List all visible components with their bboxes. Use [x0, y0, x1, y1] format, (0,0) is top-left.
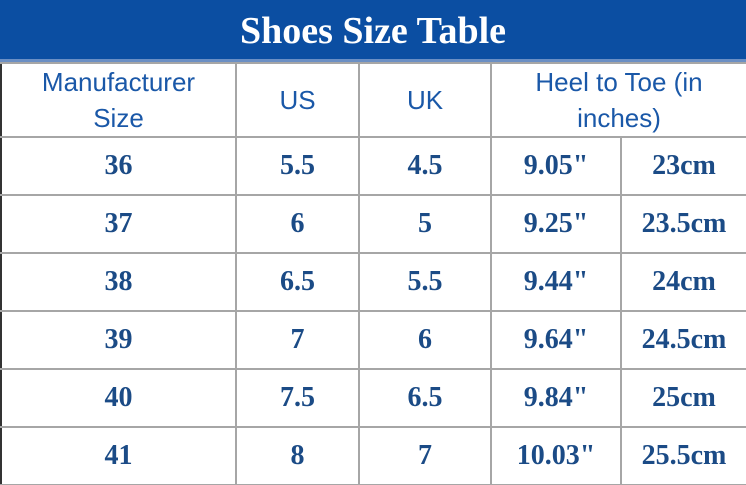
- size-table: Manufacturer Size US UK Heel to Toe (in inc…: [0, 62, 746, 485]
- table-row: 39 7 6 9.64" 24.5cm: [0, 310, 746, 370]
- table-cell: 40: [0, 368, 237, 428]
- table-title: Shoes Size Table: [0, 0, 746, 62]
- table-cell: 5.5: [358, 252, 492, 312]
- header-text: US: [279, 85, 316, 115]
- table-cell: 7.5: [235, 368, 360, 428]
- table-cell: 9.25": [490, 194, 622, 254]
- table-cell: 8: [235, 426, 360, 485]
- header-cell: UK: [358, 62, 492, 138]
- table-cell: 6: [235, 194, 360, 254]
- table-row: 41 8 7 10.03" 25.5cm: [0, 426, 746, 485]
- table-cell: 38: [0, 252, 237, 312]
- header-text: UK: [406, 85, 444, 115]
- table-cell: 36: [0, 136, 237, 196]
- table-cell: 7: [235, 310, 360, 370]
- header-text: Heel to Toe (in inches): [535, 67, 703, 133]
- header-cell: US: [235, 62, 360, 138]
- table-cell: 9.64": [490, 310, 622, 370]
- table-cell: 9.84": [490, 368, 622, 428]
- table-cell: 24.5cm: [620, 310, 746, 370]
- table-cell: 6.5: [235, 252, 360, 312]
- table-cell: 25.5cm: [620, 426, 746, 485]
- table-cell: 9.05": [490, 136, 622, 196]
- header-row: Manufacturer Size US UK Heel to Toe (in inc…: [0, 62, 746, 138]
- table-cell: 5: [358, 194, 492, 254]
- table-cell: 9.44": [490, 252, 622, 312]
- table-row: 38 6.5 5.5 9.44" 24cm: [0, 252, 746, 312]
- header-cell: Heel to Toe (in inches): [490, 62, 746, 138]
- table-cell: 39: [0, 310, 237, 370]
- table-cell: 6: [358, 310, 492, 370]
- table-cell: 5.5: [235, 136, 360, 196]
- table-cell: 7: [358, 426, 492, 485]
- table-row: 36 5.5 4.5 9.05" 23cm: [0, 136, 746, 196]
- table-cell: 24cm: [620, 252, 746, 312]
- table-body: 36 5.5 4.5 9.05" 23cm 37 6 5 9.25" 23.5cm 38 6.5 5.5…: [0, 136, 746, 485]
- table-cell: 6.5: [358, 368, 492, 428]
- header-cell: Manufacturer Size: [0, 62, 237, 138]
- table-row: 40 7.5 6.5 9.84" 25cm: [0, 368, 746, 428]
- table-cell: 23.5cm: [620, 194, 746, 254]
- table-cell: 37: [0, 194, 237, 254]
- header-text: Manufacturer Size: [41, 67, 196, 133]
- table-row: 37 6 5 9.25" 23.5cm: [0, 194, 746, 254]
- table-cell: 4.5: [358, 136, 492, 196]
- table-cell: 23cm: [620, 136, 746, 196]
- table-cell: 41: [0, 426, 237, 485]
- table-cell: 10.03": [490, 426, 622, 485]
- table-cell: 25cm: [620, 368, 746, 428]
